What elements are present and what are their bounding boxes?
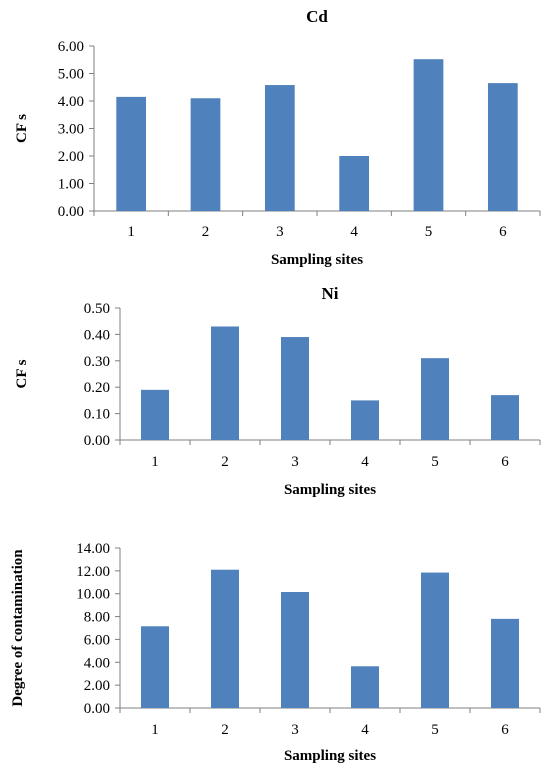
chart-1-bar-site-2 (190, 98, 221, 211)
chart-1-title: Cd (306, 7, 328, 26)
chart-1-x-tick-label: 3 (276, 224, 284, 240)
chart-2-x-tick-label: 2 (221, 454, 229, 470)
chart-2-x-tick-label: 5 (431, 454, 439, 470)
chart-2-x-tick-label: 1 (151, 454, 159, 470)
chart-1-x-tick-label: 6 (499, 224, 507, 240)
chart-1-bar-site-4 (339, 156, 370, 211)
chart-3-y-tick-label: 4.00 (84, 655, 110, 671)
chart-3-y-axis-title: Degree of contamination (10, 549, 26, 707)
chart-3-y-tick-label: 2.00 (84, 678, 110, 694)
chart-2-bar-site-5 (421, 358, 449, 440)
ni-chart: Ni 0.00 0.10 0.20 0.30 0.40 0.50 1 2 3 4 5 6 Sampling… (14, 284, 541, 498)
chart-1-x-tick-label: 4 (350, 224, 358, 240)
chart-3-bar-site-5 (421, 572, 449, 708)
chart-1-y-tick-label: 0.00 (58, 204, 84, 220)
chart-2-x-tick-label: 3 (291, 454, 299, 470)
chart-3-x-tick-label: 2 (221, 722, 229, 738)
chart-1-x-tick-label: 5 (425, 224, 433, 240)
chart-3-x-tick-label: 5 (431, 722, 439, 738)
chart-1-y-tick-label: 6.00 (58, 39, 84, 55)
chart-3-y-tick-label: 14.00 (76, 541, 110, 557)
chart-2-x-tick-label: 6 (501, 454, 509, 470)
chart-3-y-tick-label: 8.00 (84, 610, 110, 626)
chart-2-bar-site-2 (211, 326, 239, 440)
chart-2-title: Ni (322, 284, 339, 303)
chart-3-bar-site-3 (281, 592, 309, 708)
chart-1-bar-site-5 (413, 59, 444, 212)
chart-2-y-tick-label: 0.10 (84, 407, 110, 423)
chart-3-bar-site-2 (211, 569, 239, 708)
chart-2-y-tick-label: 0.30 (84, 354, 110, 370)
chart-1-x-axis-title: Sampling sites (271, 252, 363, 268)
chart-2-bar-site-3 (281, 337, 309, 440)
chart-3-bar-site-6 (491, 618, 519, 708)
chart-2-y-tick-label: 0.20 (84, 380, 110, 396)
chart-3-x-axis-title: Sampling sites (284, 748, 376, 764)
chart-1-y-tick-label: 4.00 (58, 94, 84, 110)
chart-3-y-tick-label: 6.00 (84, 632, 110, 648)
chart-3-x-tick-label: 4 (361, 722, 369, 738)
chart-3-bar-site-4 (351, 666, 379, 708)
chart-1-bar-site-1 (116, 96, 147, 211)
chart-3-y-tick-label: 10.00 (76, 587, 110, 603)
chart-1-y-axis-title: CF s (14, 114, 30, 143)
chart-1-bar-site-3 (264, 85, 295, 211)
chart-2-bar-site-6 (491, 395, 519, 440)
chart-2-y-tick-label: 0.50 (84, 301, 110, 317)
chart-3-y-tick-label: 0.00 (84, 701, 110, 717)
chart-2-y-axis-title: CF s (14, 359, 30, 388)
chart-2-bar-site-4 (351, 400, 379, 440)
chart-1-y-tick-label: 1.00 (58, 177, 84, 193)
chart-1-y-tick-label: 2.00 (58, 149, 84, 165)
chart-3-bar-site-1 (141, 626, 169, 708)
chart-3-x-tick-label: 6 (501, 722, 509, 738)
chart-1-y-tick-label: 5.00 (58, 67, 84, 83)
chart-2-y-tick-label: 0.40 (84, 327, 110, 343)
chart-2-bar-site-1 (141, 389, 169, 440)
chart-1-y-tick-label: 3.00 (58, 122, 84, 138)
cd-chart: Cd 0.00 1.00 2.00 3.00 4.00 5.00 6.00 1 2 3 4 5 6 Samp… (14, 7, 541, 268)
degree-of-contamination-chart: 0.00 2.00 4.00 6.00 8.00 10.00 12.00 14.00 1 2 3 4 5… (10, 541, 541, 764)
chart-3-y-tick-label: 12.00 (76, 564, 110, 580)
chart-3-x-tick-label: 3 (291, 722, 299, 738)
chart-3-x-tick-label: 1 (151, 722, 159, 738)
chart-2-y-tick-label: 0.00 (84, 433, 110, 449)
chart-1-bar-site-6 (487, 83, 518, 211)
chart-1-x-tick-label: 2 (202, 224, 210, 240)
chart-1-x-tick-label: 1 (127, 224, 135, 240)
chart-2-x-axis-title: Sampling sites (284, 482, 376, 498)
chart-2-x-tick-label: 4 (361, 454, 369, 470)
